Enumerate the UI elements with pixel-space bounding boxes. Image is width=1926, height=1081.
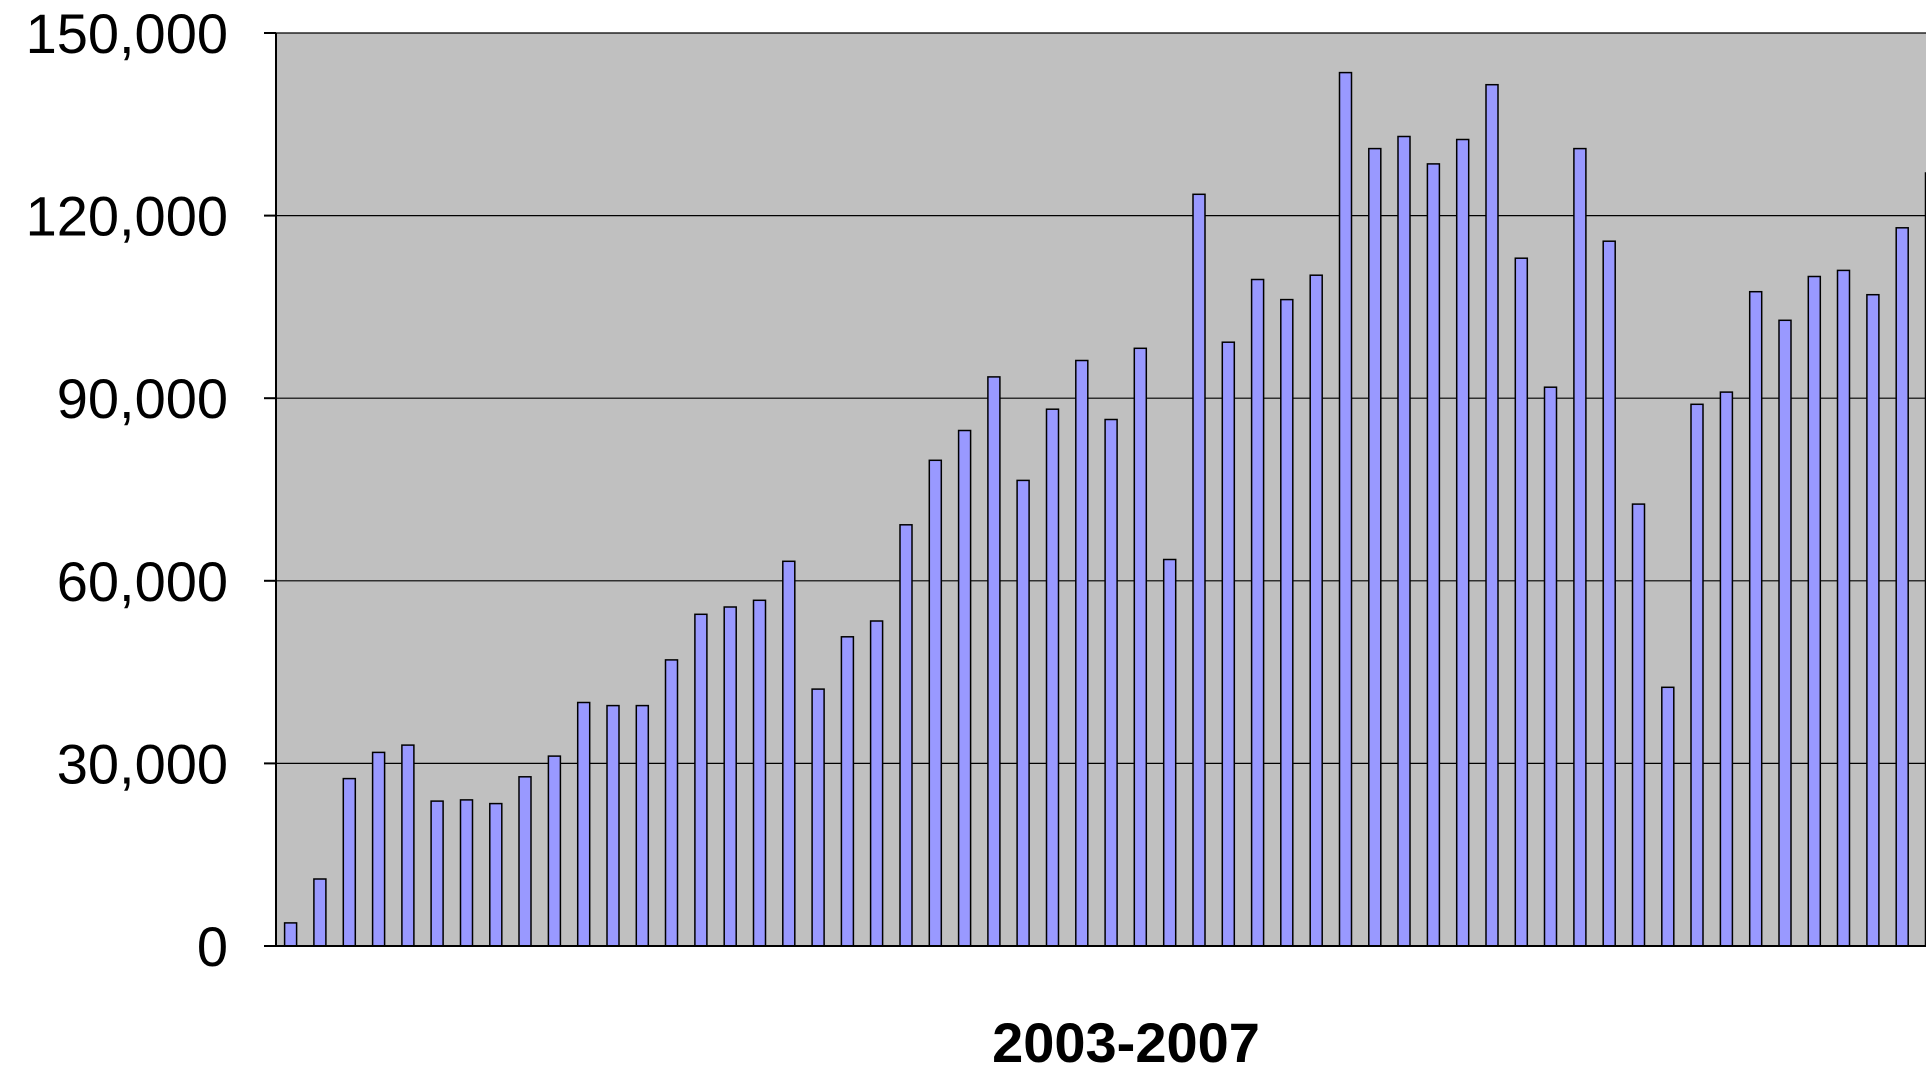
bar (430, 800, 444, 947)
bar (518, 776, 532, 947)
bar (459, 799, 474, 947)
bar (1602, 240, 1616, 947)
bar (723, 606, 737, 947)
bar (1485, 83, 1499, 947)
bar (1807, 275, 1822, 947)
bars (283, 71, 1926, 947)
bar (606, 704, 620, 947)
bar (694, 613, 708, 947)
bar (1690, 403, 1704, 947)
bar (371, 751, 386, 947)
bar (782, 560, 796, 947)
bar (1514, 257, 1529, 947)
bar (283, 922, 298, 947)
bar (1778, 319, 1792, 947)
bar (1455, 138, 1470, 947)
bar (840, 636, 855, 947)
bar (489, 802, 503, 947)
bar (987, 376, 1001, 947)
bar (1162, 558, 1177, 947)
bar (1338, 71, 1353, 947)
bar (313, 878, 327, 947)
bar (1309, 274, 1323, 947)
bar (1573, 147, 1587, 947)
y-tick-labels: 0 30,000 60,000 90,000 120,000 150,000 (26, 2, 228, 978)
bar (752, 599, 767, 947)
y-tick-label: 30,000 (57, 732, 228, 795)
bar (1895, 227, 1909, 947)
y-tick-label: 0 (197, 915, 228, 978)
axes (264, 32, 1926, 947)
bar (1075, 359, 1089, 947)
y-tick-label: 60,000 (57, 550, 228, 613)
bar (576, 701, 591, 947)
bar (1104, 418, 1118, 947)
bar (1368, 147, 1382, 947)
bar (1397, 135, 1411, 947)
bar (1221, 341, 1236, 947)
y-tick-label: 120,000 (26, 185, 228, 248)
bar (401, 744, 415, 947)
bar (1631, 503, 1646, 947)
bar (664, 659, 679, 947)
bar (1192, 193, 1206, 947)
bar (1280, 298, 1294, 947)
bar (1661, 686, 1675, 947)
bar (1250, 278, 1265, 947)
bar (1016, 479, 1030, 947)
bar (928, 459, 943, 947)
bar (899, 524, 913, 947)
bar (1748, 290, 1763, 947)
bar (342, 777, 357, 947)
bar (1426, 163, 1441, 947)
y-tick-label: 90,000 (57, 367, 228, 430)
bar (547, 755, 562, 947)
bar (635, 704, 650, 947)
bar (1719, 391, 1734, 947)
bar (869, 620, 884, 947)
bar (957, 429, 972, 947)
bar (1836, 269, 1851, 947)
bar (1133, 347, 1148, 947)
bar (1045, 408, 1060, 947)
x-axis-title: 2003-2007 (992, 1011, 1260, 1074)
bar (1866, 293, 1880, 947)
bar (811, 688, 825, 947)
y-tick-label: 150,000 (26, 2, 228, 65)
bar (1543, 386, 1558, 947)
